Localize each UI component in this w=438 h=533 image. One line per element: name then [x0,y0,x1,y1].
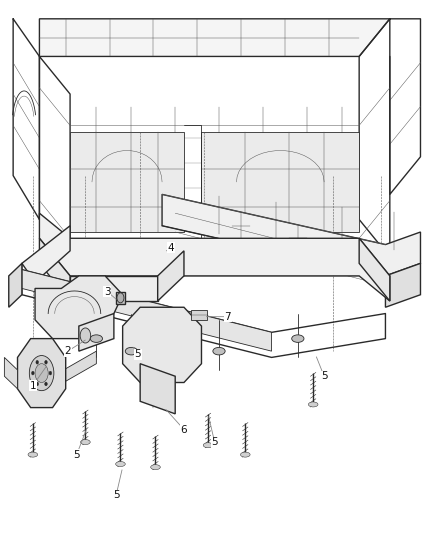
Text: 3: 3 [104,287,111,296]
Circle shape [36,382,39,386]
Circle shape [32,371,34,375]
Polygon shape [359,238,390,301]
Circle shape [29,356,54,391]
Circle shape [35,364,48,383]
Polygon shape [39,213,390,301]
Polygon shape [70,276,158,301]
Text: 5: 5 [113,490,120,500]
Polygon shape [39,19,390,56]
Polygon shape [35,276,123,338]
Circle shape [49,371,52,375]
Circle shape [117,293,124,303]
Polygon shape [53,351,96,389]
Text: 7: 7 [224,312,231,321]
Polygon shape [162,195,420,276]
Ellipse shape [213,348,225,355]
Ellipse shape [151,465,160,470]
Polygon shape [39,238,70,301]
Polygon shape [158,251,184,301]
Polygon shape [22,226,70,282]
Ellipse shape [203,443,213,448]
Ellipse shape [81,440,90,445]
Text: 2: 2 [64,346,71,356]
Circle shape [80,328,91,343]
Ellipse shape [240,452,250,457]
Text: 5: 5 [321,372,328,381]
Polygon shape [191,310,207,320]
Circle shape [36,360,39,364]
Ellipse shape [116,462,125,466]
Polygon shape [140,364,175,414]
Polygon shape [9,263,22,307]
Polygon shape [385,263,420,307]
Ellipse shape [125,348,138,355]
Ellipse shape [90,335,102,342]
Polygon shape [22,270,272,351]
Polygon shape [79,313,114,351]
Polygon shape [70,132,184,232]
Circle shape [45,382,47,386]
Polygon shape [123,307,201,383]
Text: 6: 6 [180,425,187,434]
Polygon shape [116,292,125,304]
Polygon shape [4,358,18,389]
Circle shape [45,360,47,364]
Text: 4: 4 [167,243,174,253]
Text: 5: 5 [134,349,141,359]
Polygon shape [201,132,359,232]
Polygon shape [18,338,66,408]
Ellipse shape [292,335,304,342]
Ellipse shape [308,402,318,407]
Ellipse shape [28,452,38,457]
Text: 1: 1 [29,381,36,391]
Text: 5: 5 [73,450,80,459]
Text: 5: 5 [211,437,218,447]
